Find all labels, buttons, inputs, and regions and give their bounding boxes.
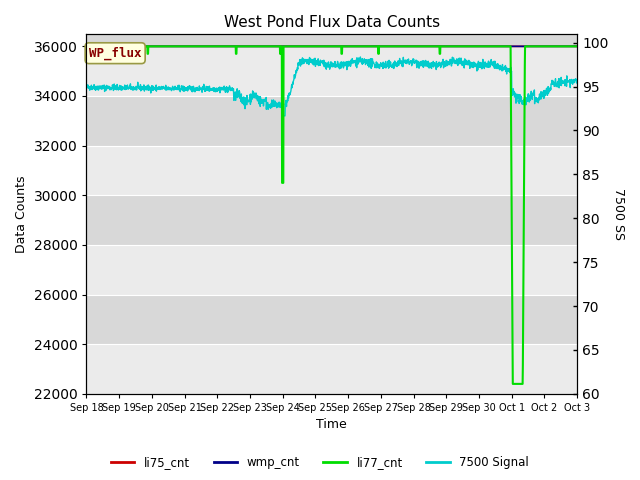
Bar bbox=[86, 195, 577, 245]
Bar bbox=[86, 96, 577, 145]
Bar bbox=[86, 295, 577, 344]
X-axis label: Time: Time bbox=[316, 419, 347, 432]
Y-axis label: 7500 SS: 7500 SS bbox=[612, 188, 625, 240]
Title: West Pond Flux Data Counts: West Pond Flux Data Counts bbox=[224, 15, 440, 30]
Bar bbox=[86, 344, 577, 394]
Legend: li75_cnt, wmp_cnt, li77_cnt, 7500 Signal: li75_cnt, wmp_cnt, li77_cnt, 7500 Signal bbox=[106, 452, 534, 474]
Bar bbox=[86, 47, 577, 96]
Bar bbox=[86, 34, 577, 47]
Y-axis label: Data Counts: Data Counts bbox=[15, 175, 28, 252]
Bar bbox=[86, 245, 577, 295]
Bar bbox=[86, 145, 577, 195]
Text: WP_flux: WP_flux bbox=[89, 47, 141, 60]
